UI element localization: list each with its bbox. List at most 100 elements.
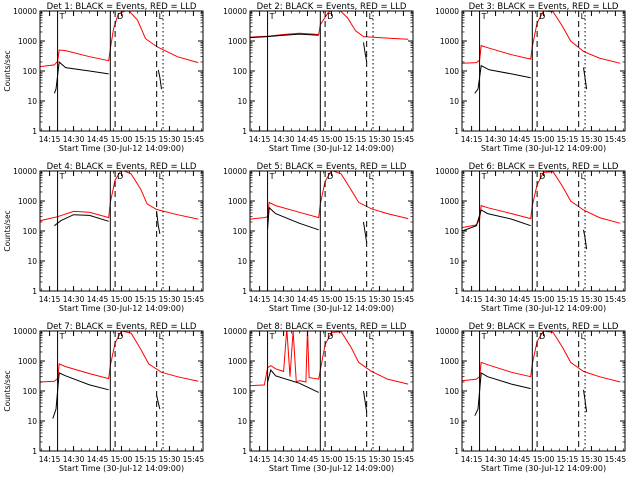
marker-label: L [369,332,374,341]
panel-title: Det 5: BLACK = Events, RED = LLD [257,162,407,172]
panel-title: Det 8: BLACK = Events, RED = LLD [257,322,407,332]
panel-title: Det 7: BLACK = Events, RED = LLD [47,322,197,332]
marker-label: L [581,172,586,181]
panel-title: Det 2: BLACK = Events, RED = LLD [257,2,407,12]
lld-series-line [462,331,621,383]
marker-label: T [59,12,65,21]
series-group [462,171,621,250]
x-tick-label: 14:45 [87,295,109,304]
x-tick-label: 14:45 [87,455,109,464]
marker-label: T [59,172,65,181]
y-tick-label: 1 [454,447,459,456]
x-tick-label: 15:45 [393,295,415,304]
y-tick-label: 10000 [435,327,459,336]
y-tick-label: 1 [242,287,247,296]
x-tick-label: 15:00 [111,455,133,464]
x-tick-label: 15:45 [605,135,627,144]
x-tick-label: 15:45 [605,295,627,304]
x-tick-label: 14:45 [297,455,319,464]
lld-series-line [250,11,409,40]
x-tick-label: 15:00 [321,295,343,304]
x-tick-label: 14:45 [509,135,531,144]
y-tick-label: 10 [449,417,459,426]
series-group [250,331,409,413]
x-tick-label: 14:45 [297,295,319,304]
x-tick-label: 15:30 [159,455,181,464]
x-tick-label: 15:00 [533,455,555,464]
events-series-line [583,67,588,90]
x-tick-label: 15:15 [135,135,157,144]
y-tick-label: 10 [27,417,37,426]
events-series-line [157,69,162,90]
x-tick-label: 14:15 [39,295,61,304]
y-tick-label: 1000 [440,197,459,206]
events-series-line [53,60,109,94]
plot-frame [39,330,204,452]
y-tick-label: 10 [27,97,37,106]
y-tick-label: 1000 [18,357,37,366]
y-tick-label: 10 [237,257,247,266]
x-tick-label: 15:30 [369,455,391,464]
y-tick-label: 1000 [228,37,247,46]
plot-frame [249,10,414,132]
x-tick-label: 14:45 [509,455,531,464]
lld-series-line [250,171,409,220]
x-tick-label: 15:30 [159,295,181,304]
marker-label: L [159,172,164,181]
x-tick-label: 15:00 [321,135,343,144]
y-tick-label: 10000 [435,167,459,176]
x-tick-label: 15:15 [135,455,157,464]
marker-label: T [59,332,65,341]
events-series-line [583,389,588,413]
y-tick-label: 100 [445,67,460,76]
x-tick-label: 15:15 [557,295,579,304]
plot-frame [249,330,414,452]
marker-label: L [581,12,586,21]
x-tick-label: 14:30 [273,295,295,304]
panel-title: Det 4: BLACK = Events, RED = LLD [47,162,197,172]
plot-frame [461,330,626,452]
series-group [40,11,199,94]
y-tick-label: 100 [23,67,38,76]
x-tick-label: 14:30 [273,455,295,464]
marker-label: T [481,332,487,341]
x-tick-label: 15:15 [345,455,367,464]
x-tick-label: 15:45 [183,135,205,144]
marker-label: D [539,332,545,341]
panel-title: Det 1: BLACK = Events, RED = LLD [47,2,197,12]
x-tick-label: 14:45 [509,295,531,304]
y-tick-label: 1 [242,447,247,456]
x-tick-label: 14:15 [461,295,483,304]
marker-label: D [117,12,123,21]
y-tick-label: 1 [242,127,247,136]
y-tick-label: 1 [32,127,37,136]
y-tick-label: 10 [237,97,247,106]
x-tick-label: 15:15 [557,455,579,464]
x-tick-label: 14:15 [39,455,61,464]
y-tick-label: 10 [449,97,459,106]
series-group [462,11,621,94]
marker-label: L [159,332,164,341]
lld-series-line [250,331,409,387]
marker-label: D [327,332,333,341]
marker-label: D [539,12,545,21]
x-tick-label: 14:30 [485,295,507,304]
y-tick-label: 10 [237,417,247,426]
plot-frame [39,170,204,292]
marker-label: T [481,172,487,181]
y-tick-label: 10000 [223,7,247,16]
y-axis-title: Counts/sec [3,370,12,411]
x-axis-title: Start Time (30-Jul-12 14:09:00) [481,464,606,473]
series-group [40,171,199,234]
events-series-line [156,212,161,234]
x-tick-label: 14:30 [485,135,507,144]
events-series-line [583,229,588,250]
x-tick-label: 14:30 [273,135,295,144]
marker-label: D [117,332,123,341]
lld-series-line [40,11,199,68]
events-series-line [474,372,531,416]
marker-label: T [269,172,275,181]
